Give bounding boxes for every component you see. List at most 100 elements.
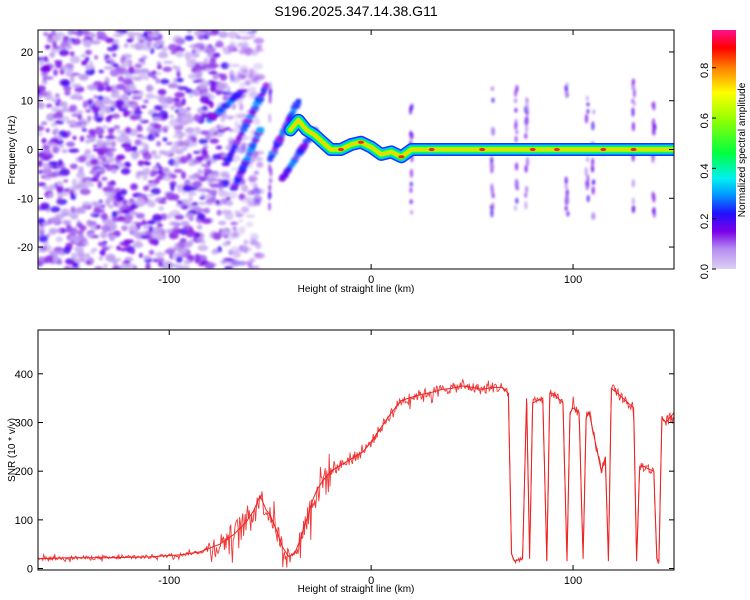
vertical-streak-blob [632, 101, 636, 107]
noise-blob [95, 224, 102, 230]
vertical-streak-blob [592, 109, 596, 115]
noise-blob [98, 98, 105, 107]
vertical-streak-blob [524, 192, 528, 198]
noise-blob [158, 166, 164, 174]
vertical-streak-blob [490, 156, 494, 165]
noise-blob [97, 180, 103, 189]
noise-blob [110, 164, 116, 169]
noise-blob [109, 69, 120, 77]
noise-blob [158, 261, 164, 268]
noise-blob [65, 141, 75, 147]
mode-streak-blob [243, 117, 253, 124]
noise-blob [86, 219, 93, 227]
noise-blob [234, 120, 240, 128]
mode-streak-blob [235, 135, 243, 142]
noise-blob [112, 63, 119, 68]
noise-blob [208, 70, 217, 75]
noise-blob [165, 150, 174, 154]
vertical-streak-blob [564, 205, 568, 212]
track-hotspot [553, 147, 560, 152]
noise-blob [232, 63, 240, 68]
vertical-streak-blob [514, 205, 517, 211]
noise-blob [131, 226, 138, 232]
noise-blob [74, 86, 85, 93]
noise-blob [196, 224, 203, 230]
vertical-streak-blob [268, 202, 271, 211]
noise-blob [176, 116, 183, 124]
noise-blob [162, 137, 168, 142]
noise-blob [143, 255, 152, 260]
noise-blob [111, 168, 118, 174]
noise-blob [60, 64, 69, 71]
track-hotspot [600, 147, 607, 152]
noise-blob [43, 56, 49, 63]
noise-blob [241, 143, 248, 148]
noise-blob [57, 257, 62, 264]
noise-blob [226, 85, 231, 93]
spectrogram-y-axis-label: Frequency (Hz) [7, 116, 18, 185]
noise-blob [104, 141, 111, 145]
noise-blob [134, 42, 142, 50]
vertical-streak-blob [525, 123, 529, 134]
noise-blob [221, 228, 232, 235]
noise-blob [105, 98, 113, 104]
noise-blob [90, 39, 101, 45]
noise-blob [81, 201, 92, 206]
vertical-streak-blob [514, 108, 518, 113]
noise-blob [112, 258, 118, 267]
noise-blob [200, 130, 210, 135]
spectrogram-x-tick-label: 0 [368, 274, 374, 286]
vertical-streak-blob [490, 208, 494, 218]
noise-blob [60, 79, 71, 87]
vertical-streak-blob [652, 126, 655, 136]
snr-panel: -100 0 100 0 100 200 300 400 Height of straight… [7, 329, 675, 595]
noise-blob [40, 202, 50, 211]
noise-blob [116, 129, 121, 134]
vertical-streak-blob [515, 197, 519, 204]
noise-blob [154, 251, 166, 258]
noise-blob [199, 30, 209, 33]
noise-blob [45, 103, 53, 108]
noise-blob [253, 199, 261, 206]
noise-blob [65, 227, 76, 233]
noise-blob [113, 125, 121, 130]
noise-blob [47, 90, 52, 96]
mode-streak-blob [237, 89, 247, 93]
noise-blob [62, 246, 71, 254]
noise-blob [255, 241, 262, 250]
noise-blob [207, 189, 218, 195]
noise-blob [242, 41, 249, 48]
noise-blob [94, 99, 100, 107]
noise-blob [112, 53, 117, 57]
noise-blob [172, 134, 183, 138]
noise-blob [145, 93, 155, 100]
noise-blob [156, 141, 162, 147]
vertical-streak-blob [410, 168, 413, 178]
snr-line-layer [38, 378, 674, 568]
noise-blob [59, 168, 70, 176]
noise-blob [148, 249, 155, 256]
mode-streak-blob [250, 105, 260, 111]
noise-blob [79, 225, 87, 231]
noise-blob [100, 209, 105, 213]
noise-blob [159, 78, 170, 85]
noise-blob [190, 58, 197, 66]
noise-blob [112, 90, 120, 95]
noise-blob [156, 61, 162, 65]
noise-blob [147, 180, 154, 184]
noise-blob [201, 105, 208, 111]
noise-blob [51, 122, 58, 127]
noise-blob [202, 88, 209, 94]
noise-blob [226, 200, 234, 207]
noise-blob [44, 255, 53, 264]
vertical-streak-blob [651, 191, 655, 200]
noise-blob [69, 51, 75, 57]
noise-blob [175, 50, 184, 58]
noise-blob [239, 103, 244, 111]
noise-blob [148, 134, 154, 138]
noise-blob [81, 60, 88, 66]
noise-blob [230, 167, 241, 171]
noise-blob [130, 103, 139, 109]
